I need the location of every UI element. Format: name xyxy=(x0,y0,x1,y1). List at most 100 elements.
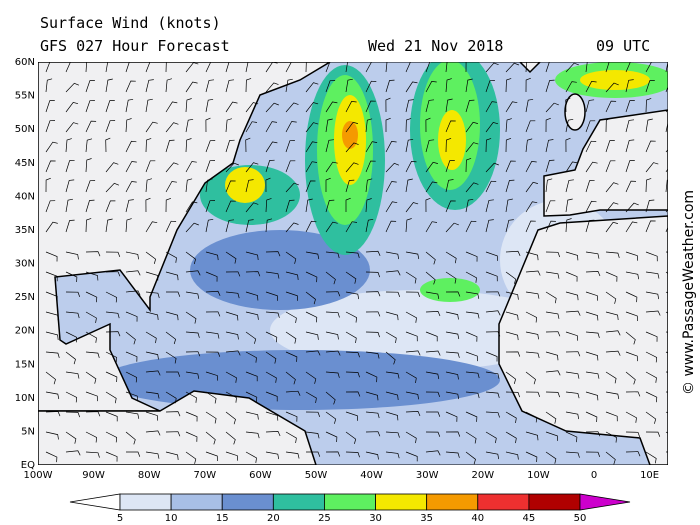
wind-barb xyxy=(65,431,77,444)
wind-barb xyxy=(265,311,280,318)
wind-barb xyxy=(445,78,452,93)
wind-barb xyxy=(305,311,318,323)
wind-barb xyxy=(426,411,441,417)
colorbar-tick-label: 10 xyxy=(165,513,178,524)
wind-barb xyxy=(145,79,154,93)
wind-barb xyxy=(165,181,177,193)
colorbar-tick-label: 20 xyxy=(267,513,280,524)
wind-barb xyxy=(365,80,377,93)
wind-barb xyxy=(65,82,80,93)
wind-barb xyxy=(465,99,475,113)
wind-barb xyxy=(345,162,359,173)
wind-barb xyxy=(445,137,452,153)
wind-barb xyxy=(225,180,236,193)
wind-barb xyxy=(265,102,279,113)
wind-barb xyxy=(225,350,241,356)
wind-barb xyxy=(185,98,192,113)
wind-barb xyxy=(365,431,381,437)
wind-barb xyxy=(605,391,620,400)
wind-barb xyxy=(605,117,612,133)
wind-barb xyxy=(125,161,137,173)
wind-barb xyxy=(265,198,272,213)
wind-barb xyxy=(525,371,536,385)
wind-barb xyxy=(245,251,259,261)
wind-barb xyxy=(565,351,581,357)
wind-barb xyxy=(625,411,637,423)
wind-barb xyxy=(405,291,421,298)
wind-barb xyxy=(665,179,668,193)
wind-barb xyxy=(125,351,138,362)
wind-barb xyxy=(645,178,652,193)
wind-barb xyxy=(285,102,299,113)
wind-barb xyxy=(125,371,138,383)
wind-barb xyxy=(585,311,599,321)
colorbar-bin xyxy=(170,493,223,511)
wind-barb xyxy=(365,331,380,338)
wind-barb xyxy=(145,391,160,399)
wind-barb xyxy=(465,182,479,193)
wind-barb xyxy=(625,119,635,133)
wind-barb xyxy=(105,120,116,133)
wind-barb xyxy=(465,251,478,262)
wind-barb xyxy=(166,371,181,377)
wind-barb xyxy=(265,121,278,133)
wind-barb xyxy=(405,118,412,133)
wind-barb xyxy=(45,221,58,233)
wind-barb xyxy=(225,411,236,425)
wind-barb xyxy=(245,351,257,363)
wind-barb xyxy=(85,451,100,458)
wind-barb xyxy=(365,371,378,383)
wind-barb xyxy=(565,371,580,379)
wind-barb xyxy=(585,140,597,153)
wind-barb xyxy=(405,218,412,233)
wind-barb xyxy=(245,219,254,233)
wind-barb xyxy=(145,411,159,421)
wind-barb xyxy=(165,220,177,233)
wind-barb xyxy=(185,81,198,93)
wind-barb xyxy=(525,138,533,153)
wind-barb xyxy=(365,141,378,153)
wind-area xyxy=(420,278,480,302)
wind-barb xyxy=(125,391,138,402)
wind-area xyxy=(100,350,500,410)
wind-barb xyxy=(205,311,221,317)
wind-barb xyxy=(365,250,381,256)
wind-barb xyxy=(185,371,200,379)
map xyxy=(38,62,668,465)
wind-barb xyxy=(485,80,495,93)
colorbar-tick-label: 15 xyxy=(216,513,229,524)
lon-label: 100W xyxy=(24,470,53,481)
lat-label: 10N xyxy=(15,393,35,404)
south-america xyxy=(38,390,317,465)
wind-barb xyxy=(125,431,136,445)
wind-barb xyxy=(45,251,58,262)
credit: © www.PassageWeather.com xyxy=(681,190,697,395)
wind-barb xyxy=(265,291,278,301)
wind-barb xyxy=(385,331,397,344)
wind-barb xyxy=(625,331,636,345)
wind-barb xyxy=(285,271,299,280)
wind-barb xyxy=(485,271,498,282)
wind-barb xyxy=(305,161,318,173)
wind-barb xyxy=(405,311,417,323)
wind-barbs xyxy=(45,62,668,465)
wind-barb xyxy=(65,331,78,343)
wind-barb xyxy=(345,291,360,300)
wind-barb xyxy=(185,118,194,133)
wind-barb xyxy=(565,251,579,261)
wind-barb xyxy=(425,139,435,153)
wind-barb xyxy=(325,271,336,285)
wind-barb xyxy=(585,200,597,213)
wind-barb xyxy=(605,271,618,282)
wind-barb xyxy=(505,271,517,284)
wind-barb xyxy=(625,221,638,233)
wind-barb xyxy=(185,222,199,233)
wind-barb xyxy=(585,251,600,259)
wind-barb xyxy=(305,391,317,404)
wind-barb xyxy=(365,62,377,73)
wind-barb xyxy=(305,350,321,356)
wind-barb xyxy=(425,181,438,193)
wind-barb xyxy=(125,290,141,296)
wind-barb xyxy=(325,411,337,424)
wind-barb xyxy=(445,431,461,437)
